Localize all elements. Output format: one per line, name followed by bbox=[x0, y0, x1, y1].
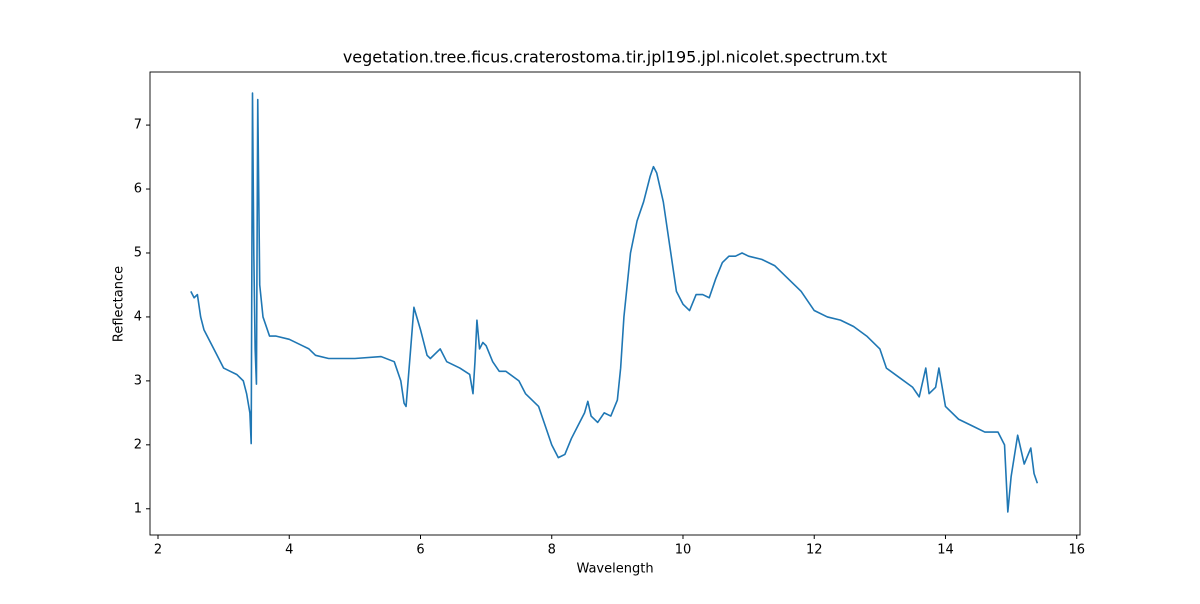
y-tick-label: 2 bbox=[134, 437, 142, 452]
x-axis-label: Wavelength bbox=[576, 562, 653, 577]
x-tick-label: 6 bbox=[416, 543, 424, 558]
x-tick-label: 8 bbox=[548, 543, 556, 558]
y-tick-label: 4 bbox=[134, 309, 142, 324]
chart-title: vegetation.tree.ficus.craterostoma.tir.j… bbox=[343, 48, 887, 67]
y-tick-label: 6 bbox=[134, 182, 142, 197]
x-tick-label: 4 bbox=[285, 543, 293, 558]
data-line bbox=[190, 92, 1039, 513]
x-tick-label: 14 bbox=[937, 543, 954, 558]
x-tick-label: 2 bbox=[154, 543, 162, 558]
plot-frame bbox=[149, 71, 1081, 536]
x-tick-label: 10 bbox=[675, 543, 692, 558]
x-tick-label: 16 bbox=[1068, 543, 1085, 558]
y-tick-label: 7 bbox=[134, 118, 142, 133]
x-tick-label: 12 bbox=[806, 543, 823, 558]
y-axis-label: Reflectance bbox=[112, 266, 127, 342]
y-tick-label: 5 bbox=[134, 245, 142, 260]
y-tick-label: 1 bbox=[134, 501, 142, 516]
y-tick-label: 3 bbox=[134, 373, 142, 388]
